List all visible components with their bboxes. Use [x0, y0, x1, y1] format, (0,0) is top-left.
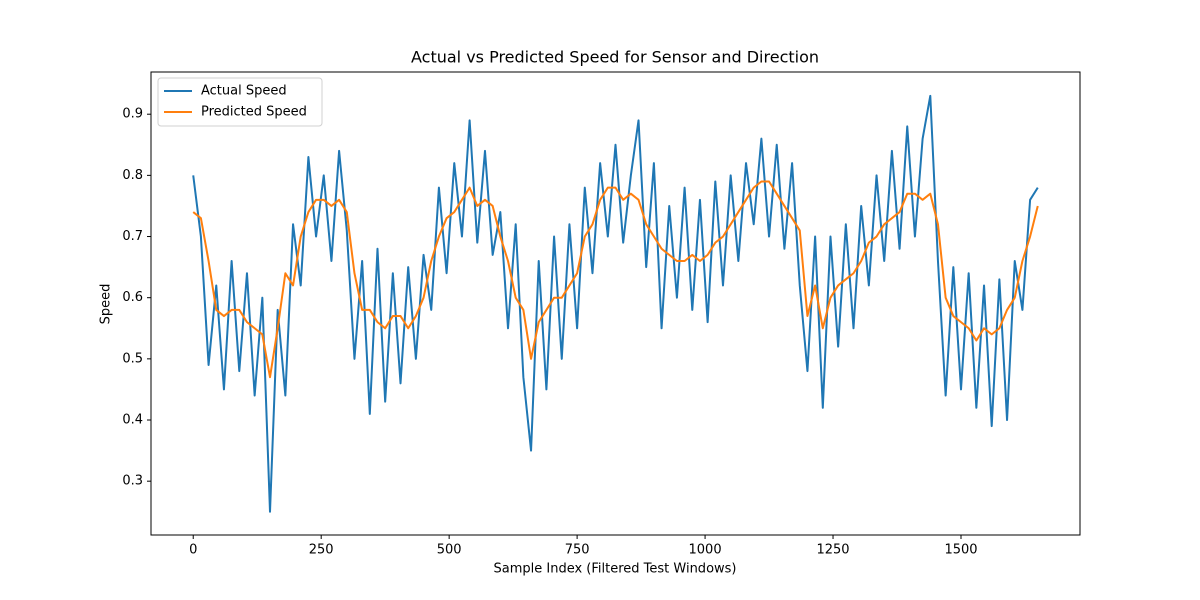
- x-axis-label: Sample Index (Filtered Test Windows): [494, 562, 737, 577]
- y-tick-label: 0.8: [122, 168, 143, 183]
- x-tick-label: 250: [309, 543, 334, 558]
- data-line: [192, 94, 1039, 513]
- plot-frame: [150, 71, 1081, 536]
- legend-label: Predicted Speed: [201, 105, 307, 120]
- chart-title: Actual vs Predicted Speed for Sensor and…: [411, 48, 819, 67]
- data-line: [192, 180, 1039, 379]
- x-tick-label: 750: [565, 543, 590, 558]
- x-tick-label: 0: [189, 543, 197, 558]
- y-tick-label: 0.4: [122, 413, 143, 428]
- y-tick-label: 0.3: [122, 474, 143, 489]
- x-tick-label: 1250: [816, 543, 849, 558]
- y-tick-label: 0.6: [122, 290, 143, 305]
- x-tick-label: 1000: [689, 543, 722, 558]
- x-tick-label: 1500: [944, 543, 977, 558]
- y-tick-label: 0.9: [122, 107, 143, 122]
- legend-box: [157, 77, 323, 127]
- legend-label: Actual Speed: [201, 84, 287, 99]
- x-tick-label: 500: [437, 543, 462, 558]
- y-tick-label: 0.7: [122, 229, 143, 244]
- y-axis-label: Speed: [99, 284, 114, 325]
- y-tick-label: 0.5: [122, 351, 143, 366]
